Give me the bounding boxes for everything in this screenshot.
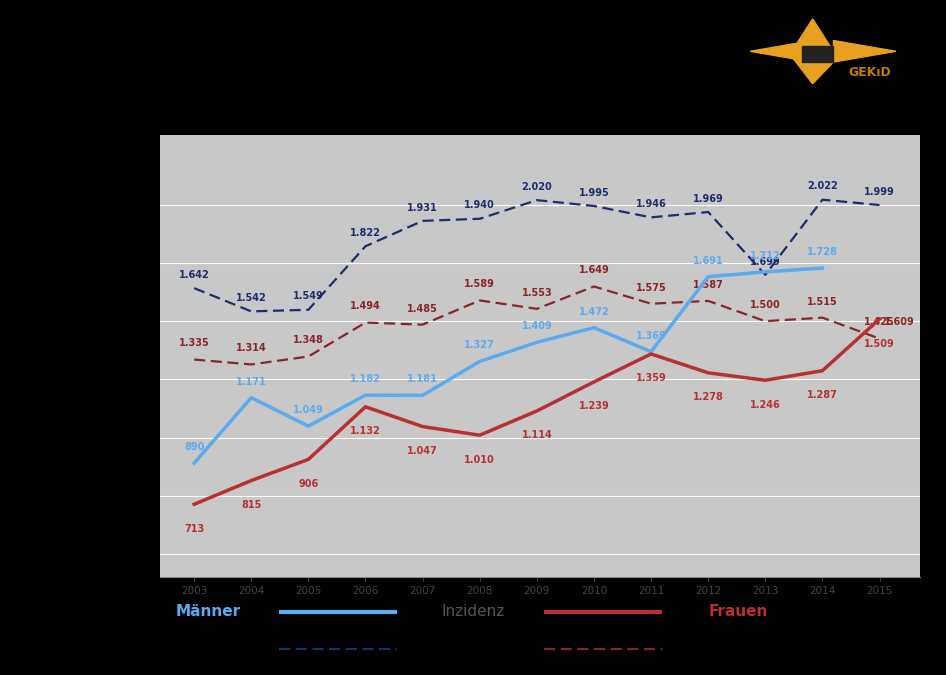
- Text: 1.425: 1.425: [864, 317, 895, 327]
- Text: 1.327: 1.327: [464, 340, 495, 350]
- Polygon shape: [792, 57, 833, 84]
- Text: 1.549: 1.549: [293, 292, 324, 302]
- Text: 1.587: 1.587: [692, 280, 724, 290]
- Text: 1.946: 1.946: [636, 199, 666, 209]
- Text: 1.114: 1.114: [521, 431, 552, 440]
- Text: 1.171: 1.171: [236, 377, 267, 387]
- Text: 1.969: 1.969: [692, 194, 724, 204]
- Text: Inzidenz: Inzidenz: [442, 604, 504, 620]
- Text: 1.010: 1.010: [464, 455, 495, 464]
- Bar: [802, 46, 833, 62]
- Text: 1.132: 1.132: [350, 426, 381, 436]
- Text: Männer: Männer: [176, 604, 240, 620]
- Text: 1.409: 1.409: [521, 321, 552, 331]
- Text: 1.649: 1.649: [579, 265, 609, 275]
- Text: 1.335: 1.335: [179, 338, 209, 348]
- Text: 1.999: 1.999: [864, 187, 895, 196]
- Text: 1.509: 1.509: [864, 338, 895, 348]
- Text: 1.181: 1.181: [407, 374, 438, 384]
- Text: 1.287: 1.287: [807, 390, 838, 400]
- Text: 1.239: 1.239: [579, 402, 609, 411]
- Text: 713: 713: [184, 524, 204, 534]
- Text: 815: 815: [241, 500, 261, 510]
- Polygon shape: [750, 40, 813, 62]
- Text: 1.995: 1.995: [579, 188, 609, 198]
- Text: 1.515: 1.515: [807, 296, 838, 306]
- Text: 1.609: 1.609: [884, 317, 915, 327]
- Text: 1.822: 1.822: [350, 228, 381, 238]
- Text: 1.699: 1.699: [750, 256, 780, 267]
- Text: 1.472: 1.472: [579, 306, 609, 317]
- Text: 1.182: 1.182: [350, 374, 381, 384]
- Text: 890: 890: [184, 442, 204, 452]
- Text: 1.589: 1.589: [464, 279, 495, 290]
- Text: 2.020: 2.020: [521, 182, 552, 192]
- Polygon shape: [792, 19, 833, 51]
- Text: 1.359: 1.359: [636, 373, 666, 383]
- Text: 1.049: 1.049: [293, 405, 324, 415]
- Text: 1.047: 1.047: [407, 446, 438, 456]
- Text: GEKıD: GEKıD: [848, 66, 891, 80]
- Text: 1.940: 1.940: [464, 200, 495, 211]
- Text: 1.494: 1.494: [350, 302, 381, 311]
- Text: 1.642: 1.642: [179, 270, 209, 279]
- Text: 1.712: 1.712: [750, 250, 780, 261]
- Text: 1.278: 1.278: [692, 392, 724, 402]
- Text: 1.691: 1.691: [692, 256, 724, 265]
- Text: 1.575: 1.575: [636, 283, 666, 292]
- Text: 1.553: 1.553: [521, 288, 552, 298]
- Text: 906: 906: [298, 479, 319, 489]
- Text: 1.728: 1.728: [807, 247, 838, 257]
- Text: 2.022: 2.022: [807, 182, 838, 191]
- Text: 1.542: 1.542: [236, 293, 267, 303]
- Text: 1.931: 1.931: [407, 202, 438, 213]
- Text: 1.485: 1.485: [407, 304, 438, 313]
- Text: 1.246: 1.246: [750, 400, 780, 410]
- Text: Frauen: Frauen: [709, 604, 767, 620]
- Text: 1.314: 1.314: [236, 344, 267, 353]
- Text: 1.500: 1.500: [750, 300, 780, 310]
- Polygon shape: [833, 40, 896, 62]
- Text: 1.348: 1.348: [293, 335, 324, 346]
- Text: 1.369: 1.369: [636, 331, 666, 340]
